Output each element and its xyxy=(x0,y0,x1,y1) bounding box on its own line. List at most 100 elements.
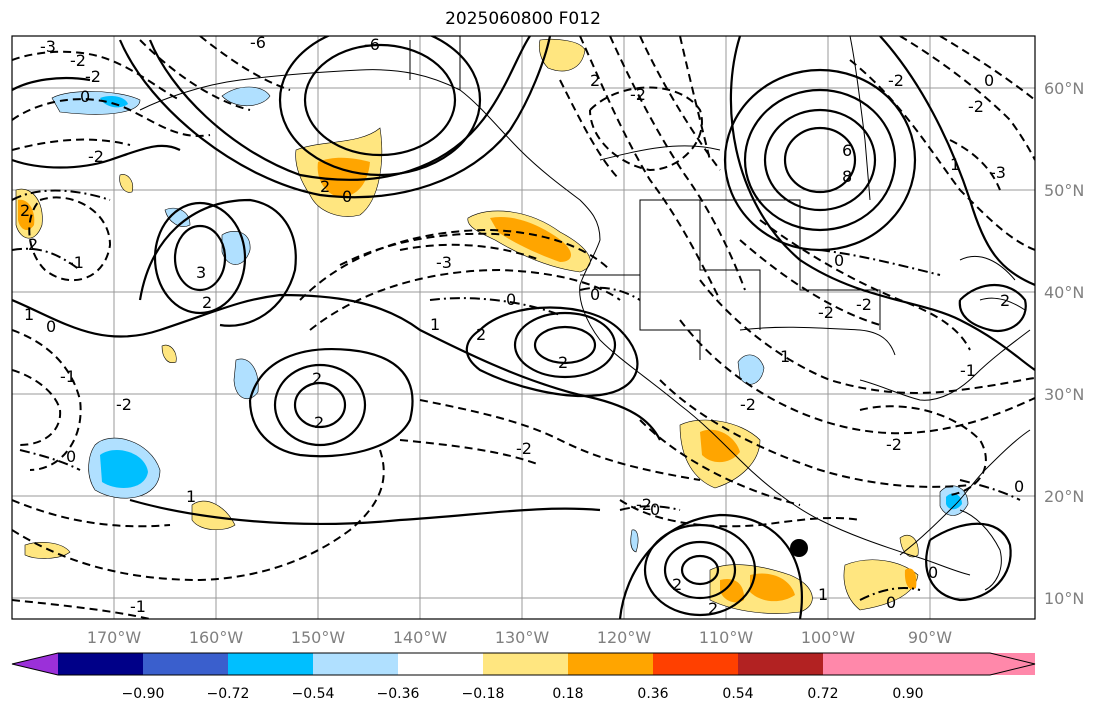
colorbar-segment xyxy=(143,653,228,675)
colorbar-tick-label: 0.54 xyxy=(722,686,753,702)
contour-label: -1 xyxy=(68,253,84,272)
colorbar-tick-label: 0.18 xyxy=(552,686,583,702)
contour-label: 8 xyxy=(842,167,852,186)
contour-label: -2 xyxy=(636,495,652,514)
lat-label: 10°N xyxy=(1044,589,1084,608)
contour-label: 0 xyxy=(650,500,660,519)
colorbar-segment xyxy=(653,653,738,675)
contour-label: 2 xyxy=(20,201,30,220)
lon-label: 90°W xyxy=(908,628,952,647)
contour-label: 1 xyxy=(780,347,790,366)
colorbar-tick-label: −0.36 xyxy=(377,686,420,702)
colorbar-tick-label: 0.90 xyxy=(892,686,923,702)
contour-label: -2 xyxy=(968,97,984,116)
contour-label: -1 xyxy=(60,367,76,386)
contour-label: 0 xyxy=(886,593,896,612)
lat-label: 50°N xyxy=(1044,181,1084,200)
colorbar-segment xyxy=(313,653,398,675)
contour-label: -2 xyxy=(818,303,834,322)
colorbar-tick-label: −0.72 xyxy=(207,686,250,702)
contour-label: 2 xyxy=(28,235,38,254)
contour-label: 2 xyxy=(590,71,600,90)
lon-label: 130°W xyxy=(495,628,550,647)
contour-label: 0 xyxy=(342,187,352,206)
contour-labels: -3 -2 -2 0 -2 -1 -1 0 -2 0 3 2 2 0 -3 0 … xyxy=(20,33,1024,618)
zero-contours xyxy=(12,189,1021,601)
colorbar-min-extension xyxy=(12,653,58,675)
lat-label: 40°N xyxy=(1044,283,1084,302)
contour-label: 1 xyxy=(818,585,828,604)
contour-label: 2 xyxy=(314,413,324,432)
contour-label: -6 xyxy=(250,33,266,52)
colorbar-segment xyxy=(58,653,143,675)
colorbar-tick-label: −0.18 xyxy=(462,686,505,702)
contour-label: -1 xyxy=(130,597,146,616)
contour-label: -3 xyxy=(990,163,1006,182)
contour-label: 0 xyxy=(46,317,56,336)
colorbar-tick-label: −0.90 xyxy=(122,686,165,702)
map-frame xyxy=(11,35,1036,620)
contour-label: -2 xyxy=(888,71,904,90)
contour-label: 0 xyxy=(984,71,994,90)
lat-label: 20°N xyxy=(1044,487,1084,506)
contour-label: 1 xyxy=(186,487,196,506)
lon-label: 150°W xyxy=(291,628,346,647)
contour-label: 1 xyxy=(950,155,960,174)
lon-label: 170°W xyxy=(87,628,142,647)
map-content: -3 -2 -2 0 -2 -1 -1 0 -2 0 3 2 2 0 -3 0 … xyxy=(12,33,1035,619)
contour-label: 0 xyxy=(834,251,844,270)
contour-label: -1 xyxy=(960,361,976,380)
lon-label: 160°W xyxy=(189,628,244,647)
colorbar-segment xyxy=(823,653,908,675)
colorbar-tick-label: 0.36 xyxy=(637,686,668,702)
contour-label: 0 xyxy=(1014,477,1024,496)
contour-label: -2 xyxy=(88,147,104,166)
contour-label: 0 xyxy=(590,285,600,304)
contour-label: 2 xyxy=(320,177,330,196)
contour-label: 3 xyxy=(196,263,206,282)
colorbar-segment xyxy=(398,653,483,675)
contour-label: 2 xyxy=(476,325,486,344)
contour-label: 0 xyxy=(80,87,90,106)
contour-label: -6 xyxy=(364,35,380,54)
lat-label: 60°N xyxy=(1044,79,1084,98)
contour-label: 0 xyxy=(506,290,516,309)
latitude-labels: 60°N 50°N 40°N 30°N 20°N 10°N xyxy=(1044,79,1084,608)
colorbar-tick-label: −0.54 xyxy=(292,686,335,702)
colorbar-segment xyxy=(568,653,653,675)
contour-label: 6 xyxy=(842,141,852,160)
contour-label: -2 xyxy=(630,85,646,104)
contour-label: 2 xyxy=(312,369,322,388)
lon-label: 120°W xyxy=(597,628,652,647)
longitude-labels: 170°W 160°W 150°W 140°W 130°W 120°W 110°… xyxy=(87,628,952,647)
contour-label: -2 xyxy=(740,395,756,414)
lon-label: 100°W xyxy=(801,628,856,647)
lat-label: 30°N xyxy=(1044,385,1084,404)
colorbar-tick-label: 0.72 xyxy=(807,686,838,702)
contour-label: -3 xyxy=(40,37,56,56)
contour-label: -2 xyxy=(516,439,532,458)
contour-label: 1 xyxy=(24,305,34,324)
lon-label: 110°W xyxy=(699,628,754,647)
contour-label: -3 xyxy=(436,253,452,272)
location-marker xyxy=(790,539,808,557)
contour-label: -2 xyxy=(116,395,132,414)
colorbar-max-extension xyxy=(908,653,1035,675)
dashed-contours xyxy=(12,36,1035,619)
contour-label: -2 xyxy=(70,51,86,70)
solid-contours xyxy=(12,36,1035,619)
colorbar-ticks: −0.90 −0.72 −0.54 −0.36 −0.18 0.18 0.36 … xyxy=(122,686,924,702)
lon-label: 140°W xyxy=(393,628,448,647)
contour-label: 1 xyxy=(430,315,440,334)
colorbar-outline xyxy=(11,652,1036,676)
contour-label: 2 xyxy=(672,575,682,594)
colorbar: −0.90 −0.72 −0.54 −0.36 −0.18 0.18 0.36 … xyxy=(11,652,1036,702)
contour-label: -2 xyxy=(856,295,872,314)
contour-label: 2 xyxy=(202,293,212,312)
map-title: 2025060800 F012 xyxy=(445,9,601,29)
contour-label: -2 xyxy=(85,67,101,86)
contour-label: 2 xyxy=(708,599,718,618)
contour-label: -2 xyxy=(886,435,902,454)
colorbar-segment xyxy=(228,653,313,675)
